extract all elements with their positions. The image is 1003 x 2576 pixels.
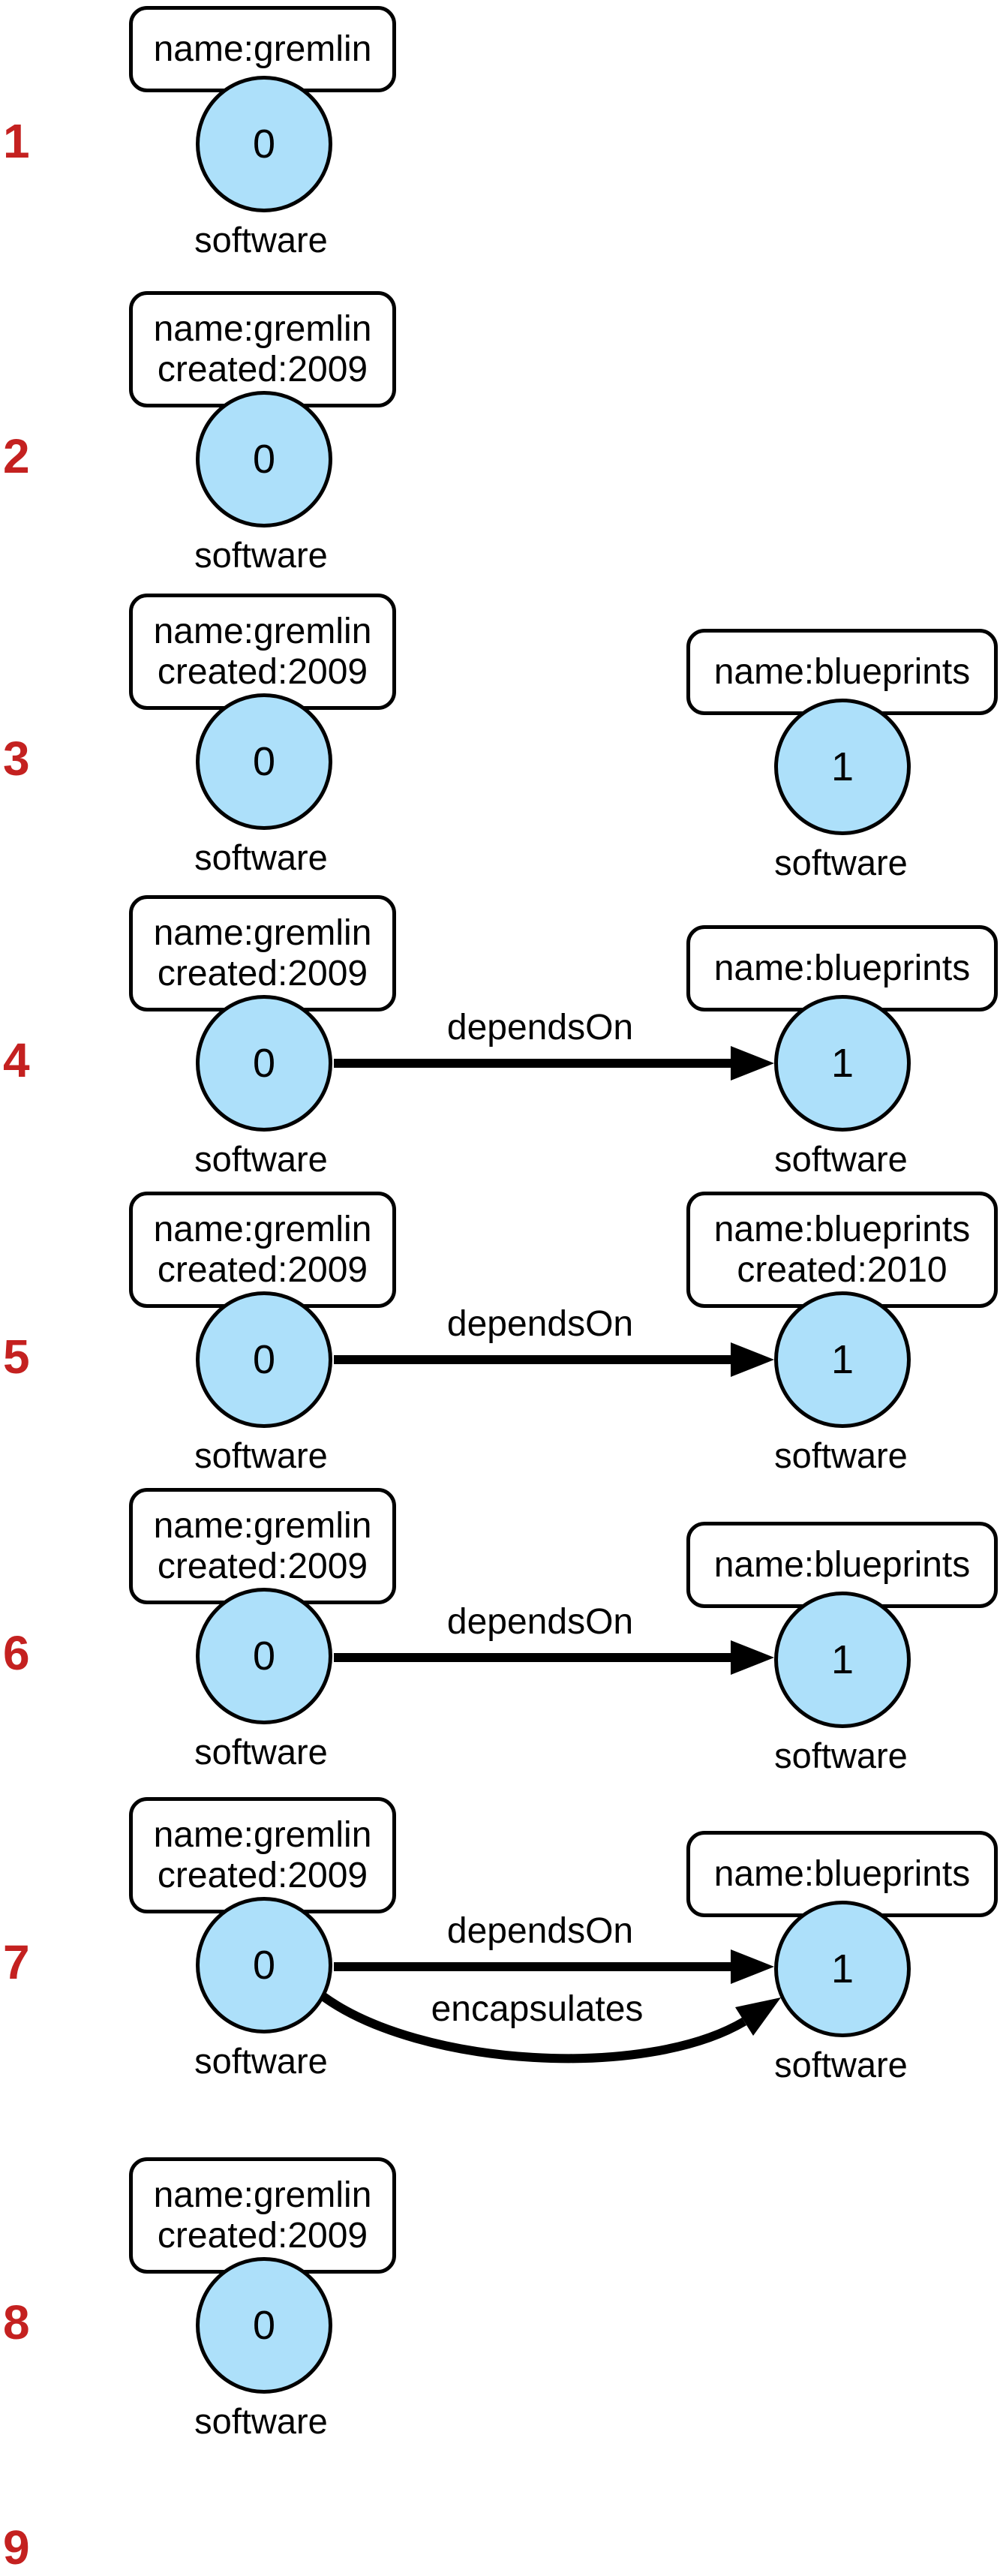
vertex-id: 0 <box>252 1337 276 1382</box>
vertex-0-circle: 0 <box>196 1897 332 2033</box>
property-line: name:gremlin <box>153 1814 372 1855</box>
property-line: created:2010 <box>737 1249 947 1290</box>
vertex-0-circle: 0 <box>196 391 332 528</box>
vertex-id: 1 <box>830 1946 854 1991</box>
dependson-edge-step7 <box>334 1949 774 1984</box>
property-line: created:2009 <box>157 349 368 389</box>
vertex-id: 0 <box>252 437 276 482</box>
property-line: name:blueprints <box>713 948 971 988</box>
vertex-1-properties-box: name:blueprints created:2010 <box>686 1192 998 1308</box>
vertex-type-label: software <box>194 220 328 260</box>
vertex-id: 0 <box>252 1041 276 1086</box>
vertex-type-label: software <box>194 535 328 575</box>
vertex-0-properties-box: name:gremlin created:2009 <box>129 291 396 407</box>
step-number: 1 <box>3 114 30 168</box>
edge-label-dependson: dependsOn <box>446 1911 634 1951</box>
vertex-id: 0 <box>252 1943 276 1988</box>
vertex-type-label: software <box>194 1435 328 1475</box>
vertex-type-label: software <box>194 2401 328 2441</box>
vertex-1-circle: 1 <box>774 1592 911 1728</box>
vertex-type-label: software <box>194 2041 328 2081</box>
vertex-0-circle: 0 <box>196 76 332 212</box>
vertex-0-properties-box: name:gremlin created:2009 <box>129 2157 396 2274</box>
step-number: 9 <box>3 2520 30 2574</box>
property-line: created:2009 <box>157 651 368 692</box>
dependson-edge-step4 <box>334 1046 774 1081</box>
step-number: 2 <box>3 429 30 483</box>
property-line: name:gremlin <box>153 1505 372 1546</box>
vertex-0-properties-box: name:gremlin created:2009 <box>129 1488 396 1604</box>
step-number: 6 <box>3 1626 30 1680</box>
vertex-1-circle: 1 <box>774 1901 911 2037</box>
vertex-0-properties-box: name:gremlin created:2009 <box>129 594 396 710</box>
vertex-type-label: software <box>194 837 328 877</box>
property-line: created:2009 <box>157 1855 368 1895</box>
vertex-1-circle: 1 <box>774 995 911 1132</box>
vertex-id: 0 <box>252 122 276 167</box>
vertex-id: 0 <box>252 739 276 784</box>
edge-label-dependson: dependsOn <box>446 1602 634 1642</box>
property-line: created:2009 <box>157 1546 368 1586</box>
vertex-0-circle: 0 <box>196 2257 332 2394</box>
property-line: name:blueprints <box>713 1853 971 1894</box>
vertex-id: 1 <box>830 1041 854 1086</box>
vertex-type-label: software <box>774 1435 908 1475</box>
vertex-type-label: software <box>774 843 908 882</box>
property-line: name:gremlin <box>153 611 372 651</box>
vertex-type-label: software <box>774 1736 908 1775</box>
property-line: name:gremlin <box>153 912 372 953</box>
vertex-type-label: software <box>774 1139 908 1179</box>
property-line: name:blueprints <box>713 1209 971 1249</box>
vertex-id: 1 <box>830 744 854 789</box>
vertex-0-circle: 0 <box>196 1291 332 1428</box>
vertex-0-circle: 0 <box>196 995 332 1132</box>
vertex-id: 1 <box>830 1337 854 1382</box>
vertex-type-label: software <box>774 2045 908 2085</box>
vertex-0-circle: 0 <box>196 693 332 830</box>
edge-label-dependson: dependsOn <box>446 1304 634 1344</box>
step-number: 4 <box>3 1033 30 1087</box>
vertex-type-label: software <box>194 1732 328 1772</box>
vertex-id: 1 <box>830 1637 854 1682</box>
property-line: name:blueprints <box>713 651 971 692</box>
vertex-0-properties-box: name:gremlin created:2009 <box>129 895 396 1011</box>
vertex-id: 0 <box>252 2303 276 2348</box>
vertex-0-circle: 0 <box>196 1588 332 1724</box>
vertex-0-properties-box: name:gremlin created:2009 <box>129 1192 396 1308</box>
property-line: created:2009 <box>157 953 368 993</box>
step-number: 5 <box>3 1330 30 1384</box>
property-line: created:2009 <box>157 2215 368 2256</box>
vertex-id: 0 <box>252 1634 276 1679</box>
step-number: 7 <box>3 1935 30 1989</box>
property-line: name:gremlin <box>153 29 372 69</box>
property-line: created:2009 <box>157 1249 368 1290</box>
vertex-1-circle: 1 <box>774 699 911 835</box>
step-number: 3 <box>3 732 30 786</box>
property-line: name:gremlin <box>153 308 372 349</box>
edge-label-dependson: dependsOn <box>446 1008 634 1048</box>
step-number: 8 <box>3 2295 30 2349</box>
property-line: name:gremlin <box>153 2175 372 2215</box>
dependson-edge-step6 <box>334 1640 774 1675</box>
dependson-edge-step5 <box>334 1342 774 1377</box>
vertex-type-label: software <box>194 1139 328 1179</box>
property-line: name:blueprints <box>713 1544 971 1585</box>
vertex-1-circle: 1 <box>774 1291 911 1428</box>
property-line: name:gremlin <box>153 1209 372 1249</box>
vertex-0-properties-box: name:gremlin created:2009 <box>129 1797 396 1913</box>
edge-label-encapsulates: encapsulates <box>431 1989 644 2029</box>
